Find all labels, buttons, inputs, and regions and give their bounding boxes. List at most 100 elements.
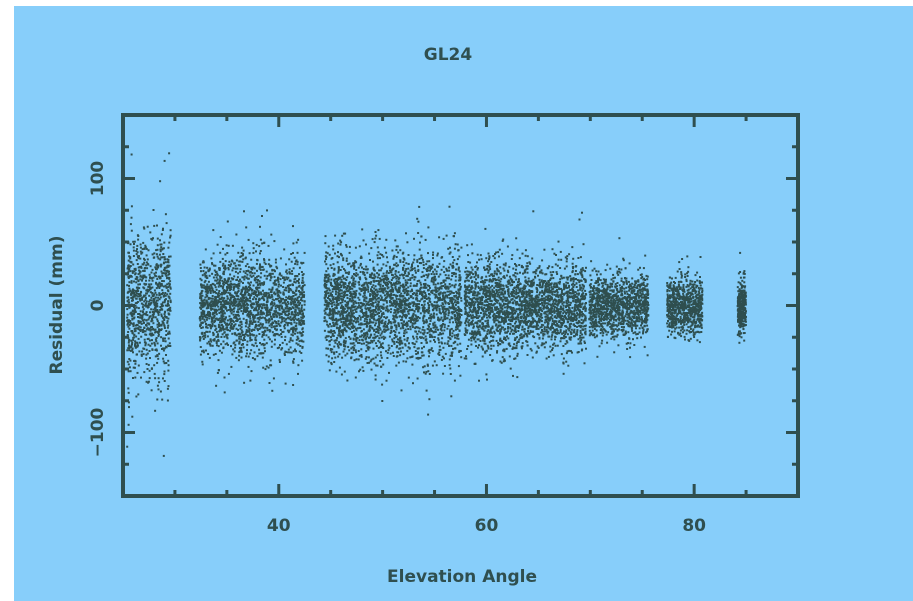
data-point [303,294,306,297]
data-point [344,354,347,357]
data-point [162,454,165,457]
data-point [379,257,381,260]
data-point [157,333,160,336]
data-point [259,252,261,255]
data-point [404,344,407,347]
data-point [396,245,399,248]
data-point [261,343,264,345]
data-point [229,329,231,332]
data-point [233,332,236,335]
data-point [455,317,457,320]
data-point [162,337,165,340]
data-point [150,301,153,304]
data-point [340,241,343,244]
data-point [342,268,345,270]
data-point [225,323,227,326]
data-point [386,328,389,331]
data-point [245,276,248,279]
data-point [400,273,403,276]
data-point [146,352,149,355]
data-point [386,291,389,294]
data-point [226,323,229,326]
data-point [452,261,455,264]
data-point [267,321,270,324]
data-point [430,313,433,316]
data-point [141,248,144,251]
data-point [335,301,338,304]
data-point [297,337,300,340]
data-point [301,293,304,296]
data-point [398,340,401,343]
data-point [330,363,333,366]
data-point [164,340,167,343]
data-point [299,345,302,347]
data-point [214,299,217,302]
data-point [213,284,216,287]
data-point [259,238,262,241]
data-point [403,335,405,337]
data-point [282,330,285,333]
data-point [229,297,232,299]
data-point [214,291,216,293]
data-point [428,398,431,401]
data-point [411,326,414,329]
data-point [151,277,153,280]
data-point [263,306,266,309]
data-point [378,320,381,322]
data-point [216,295,219,298]
data-point [159,180,162,183]
data-point [126,284,129,287]
data-point [286,285,289,287]
data-point [354,292,357,295]
data-point [345,301,348,304]
data-point [219,308,222,311]
data-point [400,301,403,304]
data-point [382,306,385,309]
data-point [269,311,272,314]
data-point [374,275,377,278]
data-point [409,277,412,280]
data-point [251,323,254,325]
data-point [268,274,271,277]
data-point [301,279,304,282]
data-point [237,298,240,301]
data-point [386,316,389,319]
data-point [354,332,356,335]
data-point [397,264,399,267]
data-point [403,329,406,332]
data-point [273,302,276,305]
data-point [223,305,226,308]
data-point [258,333,261,335]
data-point [241,334,244,337]
data-point [165,274,168,277]
data-point [430,280,433,283]
data-point [370,247,373,250]
data-point [145,353,148,356]
data-point [224,343,227,346]
data-point [335,290,338,293]
data-point [128,327,131,330]
data-point [268,288,271,291]
data-point [226,297,229,300]
data-point [130,291,133,294]
data-point [342,277,345,280]
data-point [133,328,136,330]
data-point [387,322,390,325]
data-point [256,295,259,298]
data-point [423,296,426,299]
data-point [129,320,132,322]
data-point [378,321,381,324]
data-point [238,301,241,304]
data-point [232,348,235,351]
data-point [258,280,261,283]
data-point [303,300,306,303]
data-point [419,286,422,289]
data-point [146,258,149,261]
data-point [382,311,385,314]
data-point [298,322,301,325]
data-point [426,309,428,311]
data-point [242,286,245,289]
data-point [127,331,130,333]
data-point [138,341,141,344]
data-point [155,337,158,339]
